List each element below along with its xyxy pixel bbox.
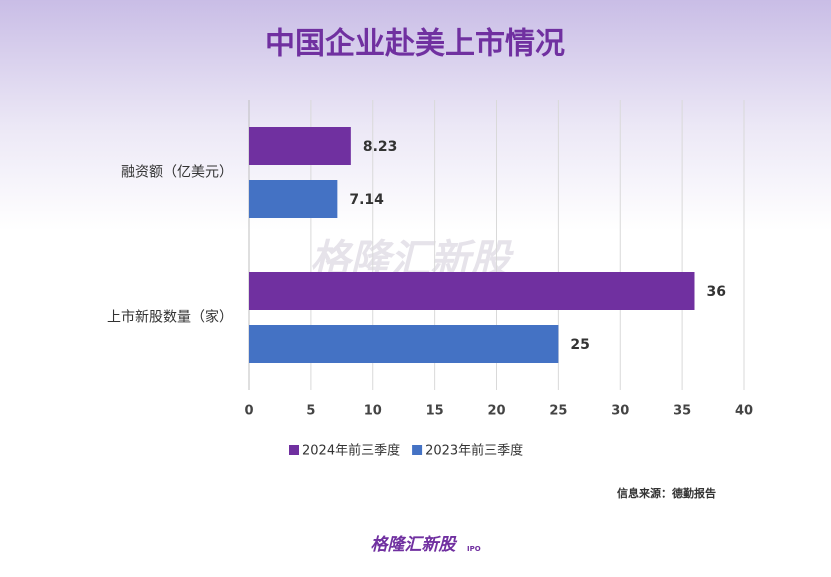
bar (249, 325, 559, 363)
x-tick-label: 10 (364, 404, 382, 419)
legend-marker (289, 445, 299, 455)
value-label: 8.23 (363, 139, 398, 155)
brand-tag: IPO (467, 545, 481, 553)
value-label: 7.14 (349, 192, 384, 208)
bar (249, 180, 338, 218)
x-tick-label: 5 (306, 404, 315, 419)
legend-label: 2024年前三季度 (302, 443, 400, 459)
value-label: 25 (570, 337, 589, 353)
x-tick-label: 35 (673, 404, 691, 419)
y-tick-label: 上市新股数量（家） (107, 309, 233, 326)
x-tick-label: 30 (611, 404, 629, 419)
x-tick-label: 0 (244, 404, 253, 419)
value-label: 36 (707, 284, 726, 300)
legend-label: 2023年前三季度 (425, 443, 523, 459)
source: 信息来源：德勤报告 (617, 486, 716, 500)
bar (249, 127, 351, 165)
x-tick-label: 40 (735, 404, 753, 419)
brand: 格隆汇新股 (371, 535, 458, 555)
x-tick-label: 15 (426, 404, 444, 419)
legend-marker (412, 445, 423, 455)
y-tick-label: 融资额（亿美元） (121, 165, 233, 181)
chart-title: 中国企业赴美上市情况 (265, 27, 565, 62)
bar (249, 272, 695, 310)
x-tick-label: 20 (487, 404, 505, 419)
x-tick-label: 25 (549, 404, 567, 419)
